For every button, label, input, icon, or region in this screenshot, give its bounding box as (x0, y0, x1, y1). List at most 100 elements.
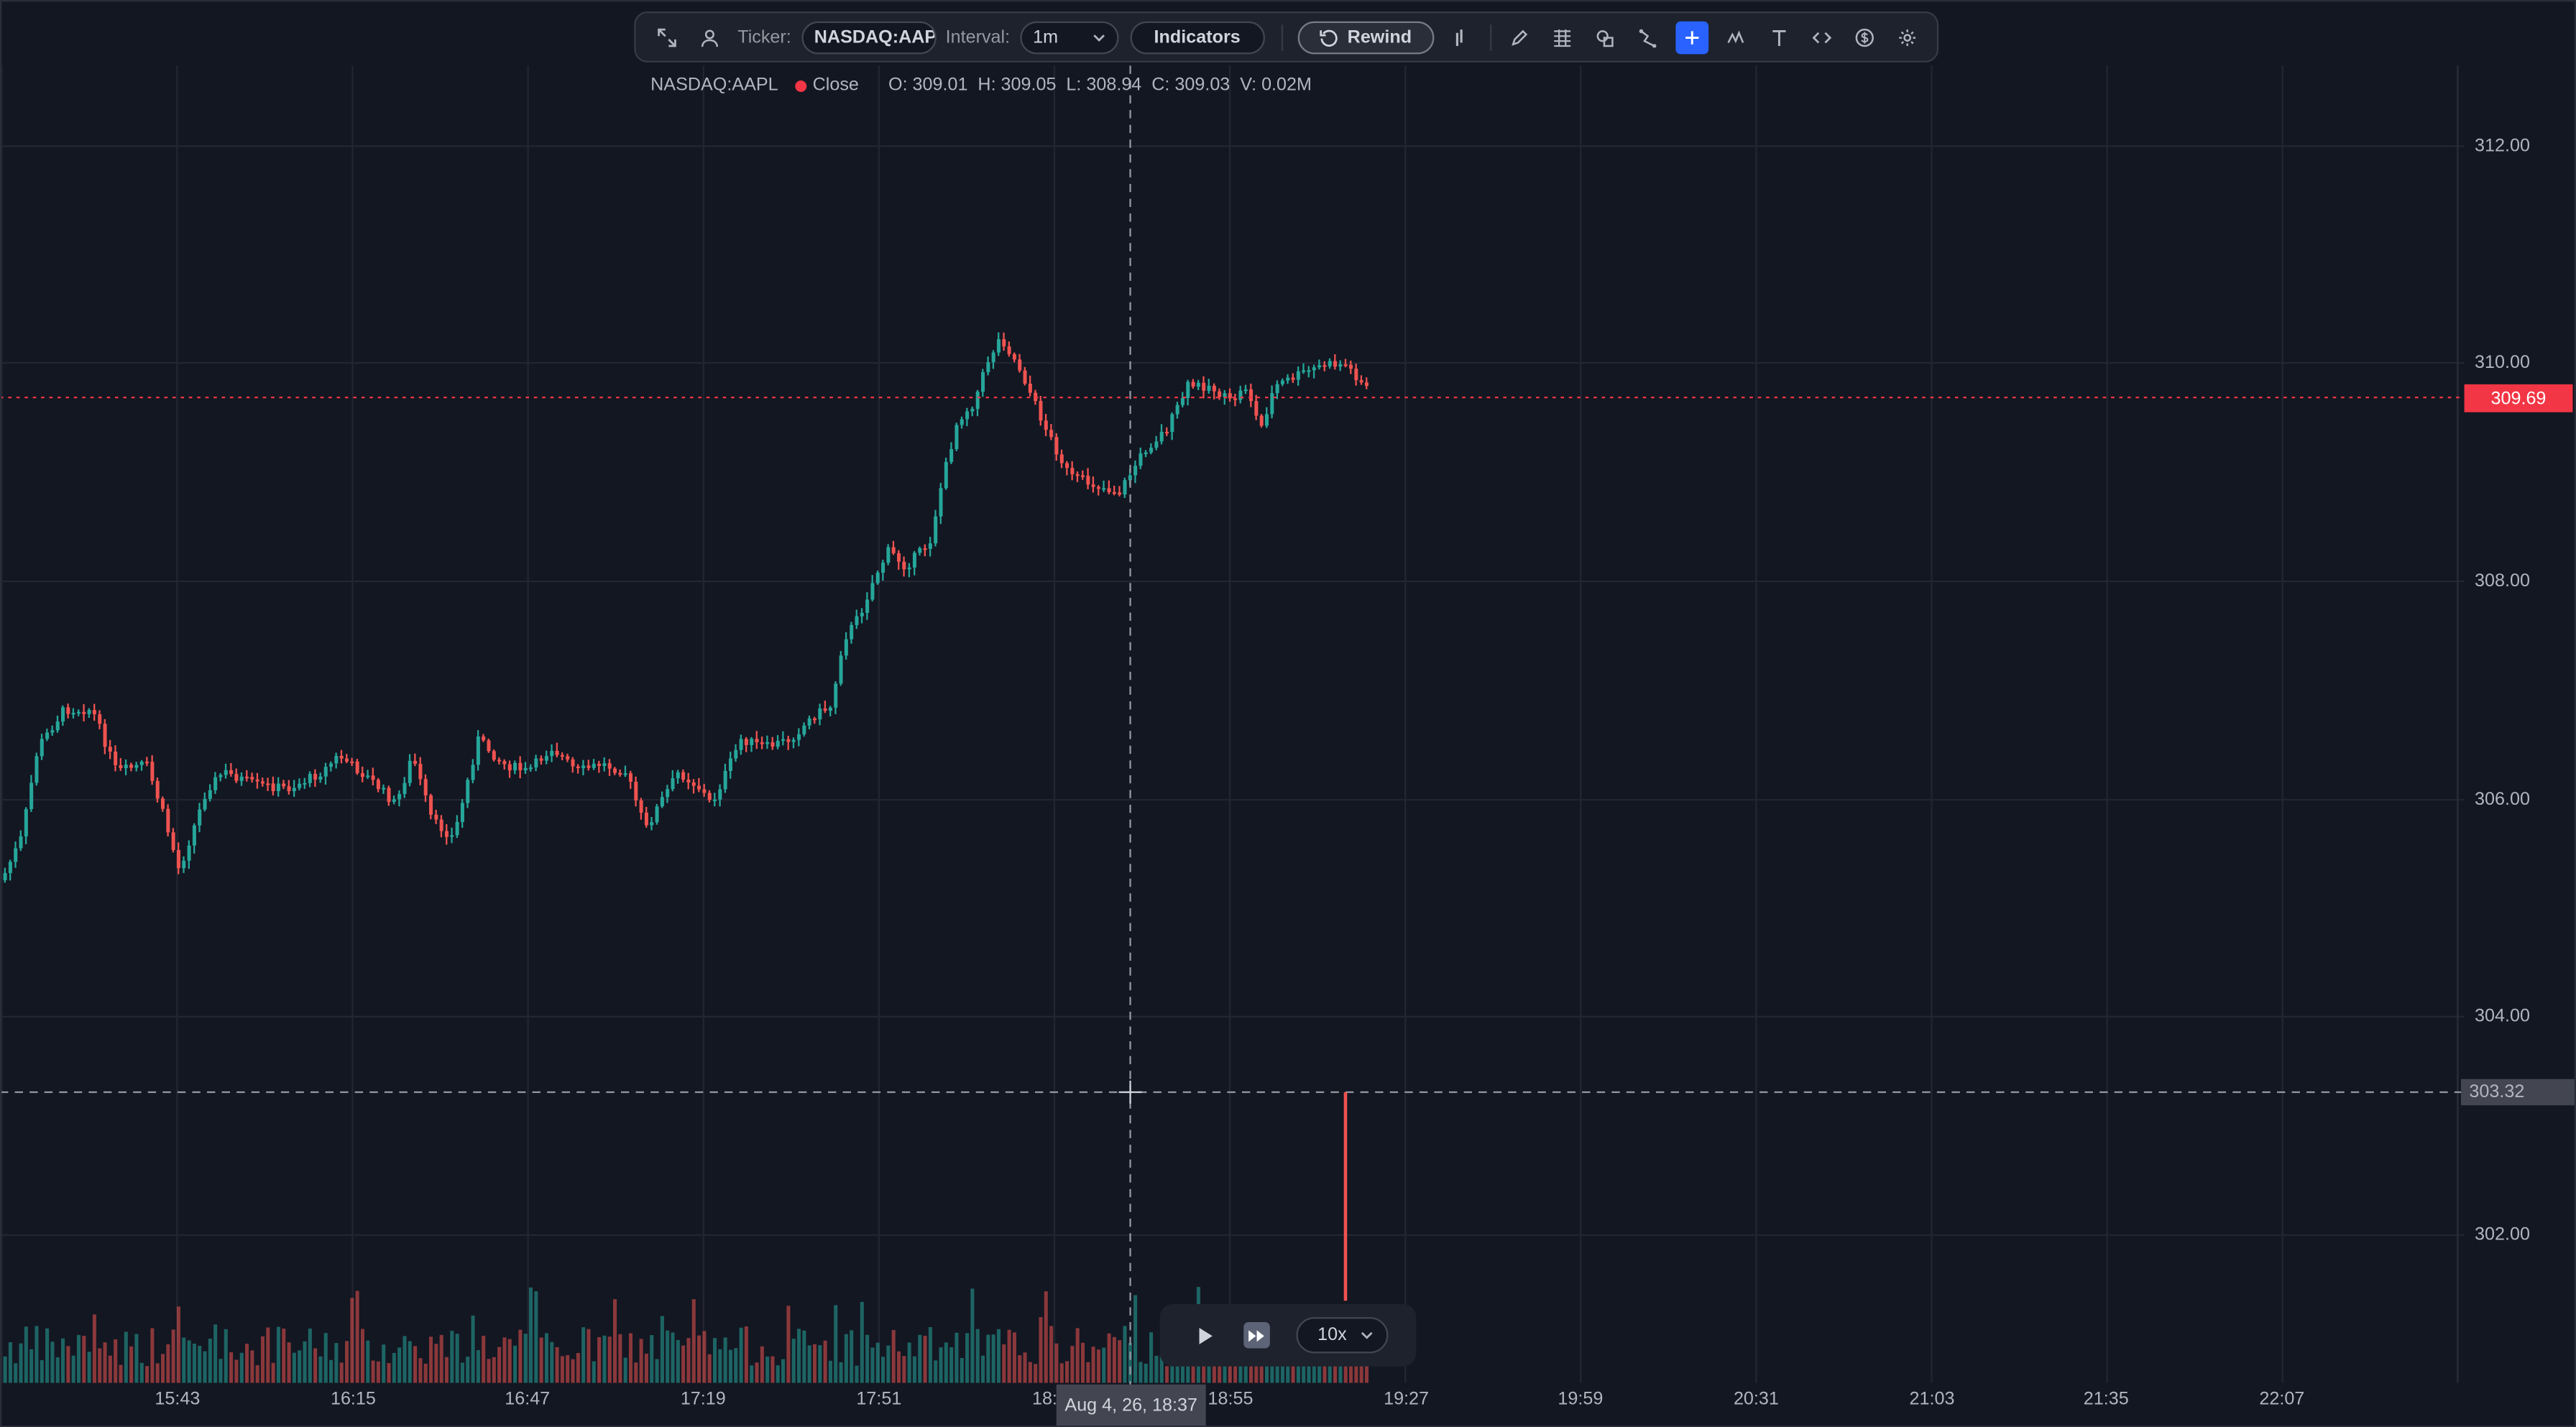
volume-bar (1175, 1354, 1179, 1383)
code-icon[interactable] (1807, 22, 1836, 52)
candle-body (387, 788, 391, 803)
ticker-input[interactable]: NASDAQ:AAPL (801, 20, 936, 54)
candle-body (576, 766, 580, 769)
volume-bar (450, 1331, 454, 1383)
volume-bar (1086, 1362, 1090, 1383)
text-icon[interactable] (1764, 22, 1793, 52)
volume-bar (986, 1334, 990, 1383)
volume-bar (1243, 1365, 1248, 1383)
candle-body (29, 782, 34, 810)
candle-body (229, 770, 234, 775)
candle-body (707, 793, 712, 800)
volume-bar (287, 1342, 291, 1383)
volume-bar (544, 1333, 548, 1383)
candle-body (71, 713, 75, 715)
volume-bar (944, 1342, 948, 1383)
volume-bar (82, 1335, 86, 1383)
candle-body (1212, 385, 1216, 392)
candle-body (691, 782, 696, 786)
candle-body (586, 765, 591, 768)
volume-bar (187, 1340, 191, 1383)
volume-bar (676, 1340, 680, 1383)
volume-bar (1028, 1362, 1032, 1383)
volume-bar (355, 1290, 359, 1383)
candle-body (1238, 390, 1243, 400)
volume-bar (292, 1352, 296, 1383)
candle-body (366, 775, 370, 777)
volume-bar (891, 1330, 896, 1383)
volume-bar (1233, 1354, 1238, 1383)
candle-body (581, 765, 586, 769)
candle-body (224, 770, 228, 775)
candle-body (1322, 365, 1327, 367)
candle-body (781, 739, 786, 742)
candle-body (382, 788, 386, 790)
candle-body (618, 772, 622, 775)
candle-body (1080, 475, 1085, 477)
candle-body (1049, 430, 1054, 438)
volume-bar (1039, 1317, 1043, 1383)
volume-bar (40, 1359, 44, 1383)
volume-bar (208, 1339, 212, 1383)
pencil-icon[interactable] (1504, 22, 1534, 52)
crosshair-price-badge: 303.32 (2460, 1079, 2576, 1106)
indicators-label: Indicators (1154, 27, 1241, 47)
volume-bar (271, 1362, 275, 1383)
candle-body (334, 756, 339, 764)
candle-body (602, 763, 607, 767)
candle-body (1302, 370, 1306, 372)
volume-bar (1002, 1344, 1006, 1383)
volume-bar (555, 1347, 559, 1383)
bar-style-icon[interactable] (1444, 22, 1473, 52)
fast-forward-button[interactable] (1243, 1321, 1270, 1349)
crosshair-time-badge: Aug 4, 26, 18:37 (1056, 1384, 1206, 1427)
candle-body (891, 547, 896, 553)
candle-body (1343, 364, 1348, 366)
volume-bar (839, 1362, 843, 1383)
candle-body (429, 795, 433, 815)
candle-body (392, 799, 396, 803)
volume-bar (686, 1338, 691, 1383)
candle-body (528, 767, 533, 770)
wave-icon[interactable] (1721, 22, 1751, 52)
rewind-button[interactable]: Rewind (1297, 20, 1434, 54)
volume-bar (602, 1335, 607, 1383)
volume-bar (139, 1362, 144, 1383)
candle-body (1123, 480, 1127, 495)
volume-bar (71, 1355, 75, 1383)
indicators-button[interactable]: Indicators (1129, 20, 1265, 54)
volume-bar (502, 1337, 507, 1383)
candle-body (1170, 414, 1174, 433)
fullscreen-icon[interactable] (652, 22, 681, 52)
play-button[interactable] (1190, 1319, 1223, 1352)
volume-bar (834, 1305, 838, 1383)
crosshair-plus-icon[interactable] (1675, 20, 1708, 54)
candle-body (1196, 382, 1200, 387)
volume-bar (928, 1326, 932, 1383)
dollar-icon[interactable] (1849, 22, 1879, 52)
shapes-icon[interactable] (1590, 22, 1619, 52)
divider (1489, 24, 1491, 50)
volume-bar (360, 1329, 364, 1383)
divider (1281, 24, 1283, 50)
interval-select[interactable]: 1m (1019, 20, 1118, 54)
volume-bar (912, 1356, 916, 1383)
candle-body (1112, 491, 1116, 494)
candle-body (260, 781, 264, 784)
path-icon[interactable] (1632, 22, 1662, 52)
hatch-icon[interactable] (1547, 22, 1577, 52)
candle-body (1349, 364, 1353, 369)
volume-bar (350, 1298, 354, 1383)
volume-bar (954, 1332, 959, 1383)
candle-body (92, 710, 96, 715)
volume-bar (1180, 1352, 1184, 1383)
user-icon[interactable] (695, 22, 724, 52)
candle-body (834, 683, 838, 708)
candle-body (928, 543, 932, 549)
gear-icon[interactable] (1892, 22, 1922, 52)
candle-body (544, 756, 548, 761)
candle-body (8, 862, 12, 874)
volume-bar (334, 1343, 339, 1383)
speed-select[interactable]: 10x (1296, 1317, 1389, 1354)
